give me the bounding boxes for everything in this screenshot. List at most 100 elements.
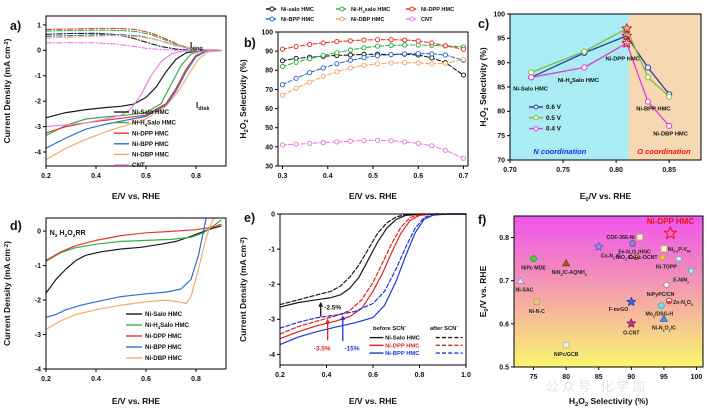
arrow [318, 301, 324, 317]
plot-frame [45, 217, 227, 370]
x-tick: 85 [595, 374, 603, 381]
y-tick: 0 [271, 211, 275, 218]
label-n2-h2o2rr: N2​ H2​O2​RR [50, 230, 86, 239]
label-n-coordination: N coordination [533, 147, 586, 156]
x-tick: 0.6 [368, 372, 378, 379]
point-nipc-mde: NiPc MDE [521, 255, 546, 272]
x-axis-label: E/V vs. RHE [349, 396, 398, 406]
x-tick: 0.7 [459, 173, 469, 180]
x-tick: 0.2 [275, 372, 285, 379]
x-tick: 75 [530, 374, 538, 381]
plot-c: 0.70 0.75 0.80 0.85 E0​/V vs. RHE 100 95 90 85 80… [478, 11, 702, 203]
y-tick: 0.6 [499, 321, 509, 328]
y-axis-label: E0​/V vs. RHE [478, 265, 490, 317]
legend-item-ni-h-4-salo-hmc: Ni-H4​Salo HMC [145, 322, 190, 330]
region [628, 14, 701, 160]
y-tick: 80 [265, 68, 273, 75]
y-tick: 70 [497, 157, 505, 164]
x-tick: 0.4 [91, 376, 101, 383]
series-ni-salo-hmc-after [279, 213, 467, 306]
y-tick: 95 [497, 36, 505, 43]
y-tick: 60 [265, 106, 273, 113]
legend-item-ni-dpp-hmc: Ni-DPP HMC [145, 333, 182, 340]
legend-item-0-4-v: 0.4 V [546, 126, 562, 133]
legend: Ni-Salo HMC Ni-H4​Salo HMC Ni-DPP HMC Ni-BP… [114, 109, 177, 169]
legend-item-ni-bpp-hmc: Ni-BPP HMC [145, 344, 182, 351]
legend-item-0-6-v: 0.6 V [546, 104, 562, 111]
y-tick: 0.8 [499, 235, 509, 242]
series-ni-bpp-hmc-ring [45, 34, 222, 51]
series-ni-bpp-hmc [45, 218, 207, 318]
y-tick: 90 [265, 49, 273, 56]
series-ni-bpp-hmc [279, 50, 467, 88]
legend-ni-bpp: Ni-BPP HMC [385, 351, 420, 357]
series-ni-bpp-hmc-after [279, 213, 467, 329]
panel-a: 0.2 0.4 0.6 0.8 E/V vs. RHE 1 0 -1 -2 -3 -4 Current… [0, 0, 236, 204]
y-tick: -1 [269, 247, 275, 254]
plot-a: 0.2 0.4 0.6 0.8 E/V vs. RHE 1 0 -1 -2 -3 -4 Current… [2, 15, 227, 201]
point-nipc-gcb: NiPc/GCB [554, 341, 579, 358]
legend-item-ni-salo-hmc: Ni-Salo HMC [145, 311, 183, 318]
series-ni-dbp-hmc [45, 218, 215, 330]
legend-item-ni-salo-hmc: Ni-salo HMC [281, 7, 314, 13]
label-drop-15: -15% [344, 345, 359, 352]
x-tick: 1.0 [461, 372, 471, 379]
y-tick: 85 [497, 84, 505, 91]
label-ni-h4salo: Ni-H4​Salo HMC [558, 78, 600, 85]
series-ni-dbp-hmc-ring [45, 35, 222, 51]
label-o-coordination: O coordination [637, 147, 691, 156]
panel-letter-e: e) [244, 211, 255, 225]
x-axis: 0.3 0.4 0.5 0.6 0.7 E/V vs. RHE [278, 166, 469, 201]
x-tick: 0.8 [415, 372, 425, 379]
point-ni-3-x-p-v-ni: Ni3-x​P-VNi​ [660, 245, 691, 254]
y-tick: 0 [37, 48, 41, 55]
y-axis-label: H2​O2​ Selectivity (%) [238, 59, 250, 138]
y-tick: 100 [493, 11, 505, 18]
plot-background [514, 216, 703, 367]
x-tick: 80 [562, 374, 570, 381]
y-axis-label: Current Density (mA cm-2​) [238, 237, 248, 342]
panel-e-chart: 0.2 0.4 0.6 0.8 1.0 E/V vs. RHE 0 -1 -2 -3 -4 Curre… [238, 211, 471, 406]
series-ni-dpp-hmc-after [279, 213, 467, 335]
x-tick: 95 [660, 374, 668, 381]
panel-e: 0.2 0.4 0.6 0.8 1.0 E/V vs. RHE 0 -1 -2 -3 -4 Curre… [236, 204, 476, 409]
point-label-ni-n-2-o-2-c: Ni-N2​O2​/C [652, 326, 676, 333]
y-axis: 0 -1 -2 -3 -4 Current Density (mA cm-2​) [2, 229, 46, 373]
series-ni-dbp-hmc-disk [45, 50, 222, 161]
y-tick: -2 [35, 297, 41, 304]
y-axis-label: Current Density (mA cm-2​) [2, 241, 12, 346]
series-ni-dpp-hmc [279, 37, 467, 52]
y-tick: 1 [37, 22, 41, 29]
y-tick: -4 [269, 352, 275, 359]
y-axis: 1 0 -1 -2 -3 -4 Current Density (mA cm-2​) [2, 22, 46, 156]
y-tick: -3 [35, 124, 41, 131]
label-ni-dpp: Ni-DPP HMC [606, 57, 641, 63]
y-axis: 100 95 90 85 80 75 70 H2​O2​ Selectivity (%) [478, 11, 510, 164]
point-ni-topp: Ni-TOPP [656, 256, 683, 271]
arrow [340, 315, 346, 342]
plot-b: 0.3 0.4 0.5 0.6 0.7 E/V vs. RHE 100 90 80 70 60 50 4… [238, 6, 469, 201]
arrow [325, 318, 331, 341]
x-axis-label: E/V vs. RHE [112, 396, 161, 406]
point-f-mrgo: F-mrGO [609, 296, 637, 313]
x-tick: 0.6 [141, 173, 151, 180]
x-axis-label: E/V vs. RHE [112, 191, 161, 201]
panel-letter-f: f) [478, 213, 486, 227]
x-axis: 75 80 85 90 95 100 H2​O2​ Selectivity (%) [530, 367, 702, 408]
y-tick: 70 [265, 87, 273, 94]
point-label-ni-n-c: Ni-N-C [529, 309, 545, 315]
y-tick: 100 [261, 29, 273, 36]
legend-item-cnt: CNT [132, 162, 145, 169]
series-cnt-disk [45, 50, 222, 128]
legend-item-ni-dpp-hmc: Ni-DPP HMC [421, 7, 454, 13]
y-axis: 0 -1 -2 -3 -4 Current Density (mA cm-2​) [238, 211, 280, 359]
y-tick: -4 [35, 149, 41, 156]
point-label-ni-sac: Ni-SAC [516, 288, 534, 294]
point-ni-n-c: Ni-N-C [529, 298, 545, 315]
legend: Ni-salo HMC Ni-H4​salo HMC Ni-DPP HMC Ni-BP… [266, 6, 454, 23]
y-tick: -3 [269, 317, 275, 324]
legend: 0.6 V 0.5 V 0.4 V [529, 104, 562, 133]
